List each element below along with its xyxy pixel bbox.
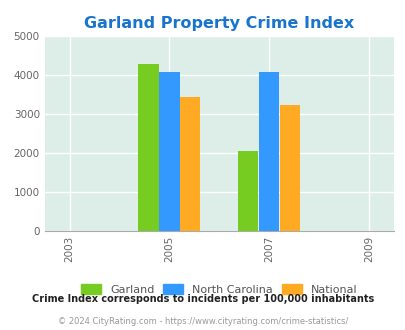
Bar xyxy=(180,97,200,231)
Text: Crime Index corresponds to incidents per 100,000 inhabitants: Crime Index corresponds to incidents per… xyxy=(32,294,373,304)
Bar xyxy=(138,64,158,231)
Bar xyxy=(258,72,279,231)
Bar xyxy=(237,151,258,231)
Bar xyxy=(159,72,179,231)
Bar xyxy=(279,105,299,231)
Title: Garland Property Crime Index: Garland Property Crime Index xyxy=(84,16,354,31)
Legend: Garland, North Carolina, National: Garland, North Carolina, National xyxy=(77,280,361,299)
Text: © 2024 CityRating.com - https://www.cityrating.com/crime-statistics/: © 2024 CityRating.com - https://www.city… xyxy=(58,317,347,326)
